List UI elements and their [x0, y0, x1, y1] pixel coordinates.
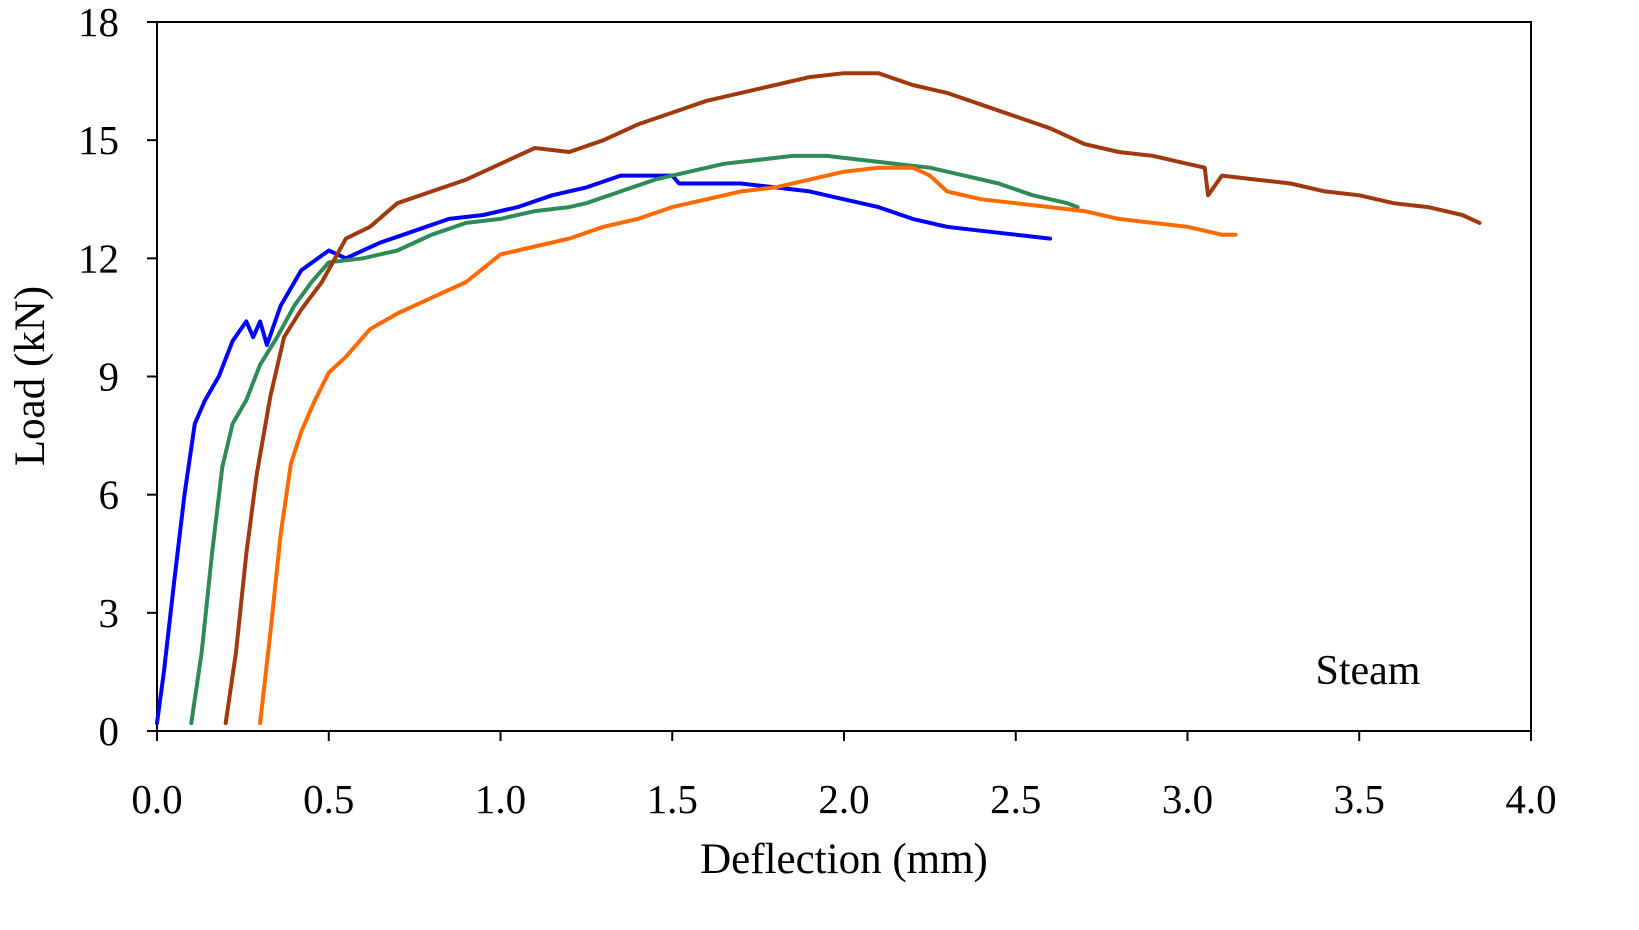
y-tick-label: 6 [99, 472, 120, 518]
series-line-2 [189, 153, 1080, 726]
x-tick-label: 1.5 [647, 776, 698, 822]
x-tick-label: 3.0 [1162, 776, 1213, 822]
x-tick-label: 2.5 [990, 776, 1041, 822]
y-tick-label: 0 [99, 708, 120, 754]
x-tick-label: 3.5 [1334, 776, 1385, 822]
x-axis-title: Deflection (mm) [700, 836, 988, 883]
y-axis-title: Load (kN) [7, 286, 54, 466]
y-tick-label: 15 [78, 117, 119, 163]
series-line-1 [155, 173, 1053, 726]
y-tick-label: 3 [99, 590, 120, 636]
x-tick-label: 4.0 [1505, 776, 1556, 822]
x-tick-label: 0.0 [131, 776, 182, 822]
y-tick-label: 18 [78, 0, 119, 45]
x-tick-label: 1.0 [475, 776, 526, 822]
y-tick-label: 12 [78, 235, 119, 281]
series-line-4 [258, 165, 1238, 726]
y-tick-label: 9 [99, 354, 120, 400]
plot-area-frame [156, 21, 1532, 732]
steam-annotation: Steam [1316, 648, 1421, 694]
series-line-3 [223, 71, 1482, 726]
x-tick-label: 2.0 [818, 776, 869, 822]
x-tick-label: 0.5 [303, 776, 354, 822]
